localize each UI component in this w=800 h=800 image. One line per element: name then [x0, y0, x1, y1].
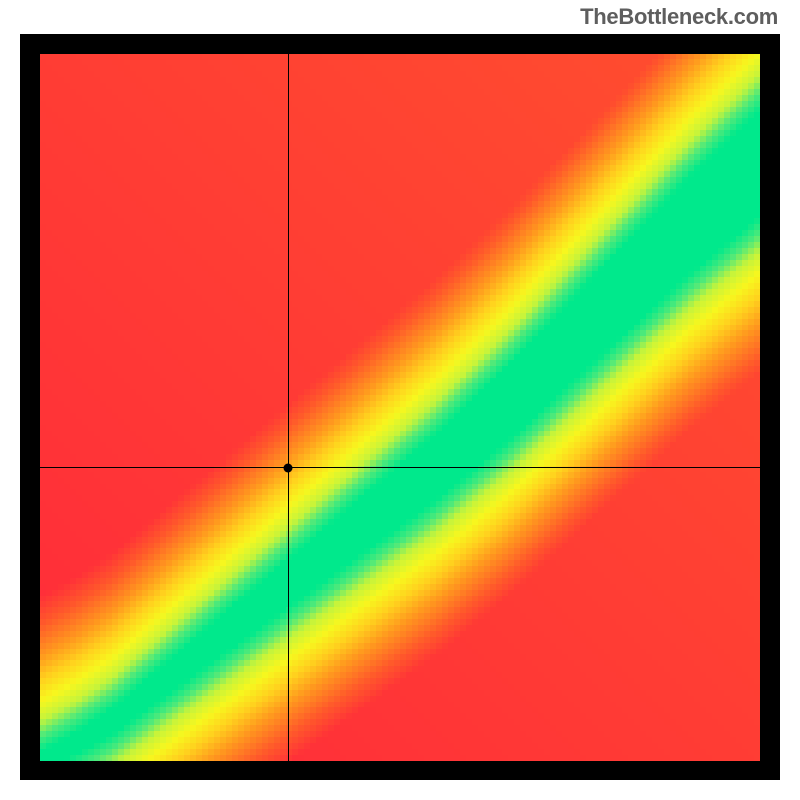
heatmap-canvas: [40, 54, 760, 761]
watermark-text: TheBottleneck.com: [580, 4, 778, 30]
crosshair-horizontal: [40, 467, 760, 468]
heatmap-frame: [20, 34, 780, 780]
marker-dot: [284, 463, 293, 472]
chart-container: { "watermark": "TheBottleneck.com", "plo…: [0, 0, 800, 800]
crosshair-vertical: [288, 54, 289, 761]
